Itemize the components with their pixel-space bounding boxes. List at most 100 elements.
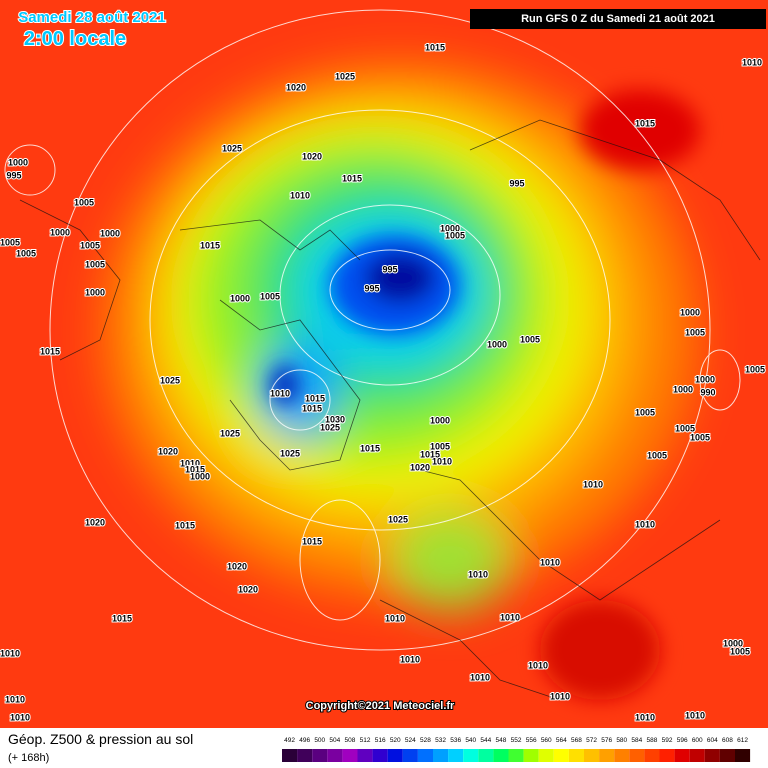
isobar-label: 1010	[550, 691, 570, 701]
isobar-label: 1000	[680, 307, 700, 317]
isobar-label: 1015	[420, 449, 440, 459]
scale-swatch	[674, 749, 690, 762]
scale-swatch	[387, 749, 403, 762]
scale-label: 496	[299, 737, 310, 744]
isobar-label: 1015	[360, 443, 380, 453]
scale-label: 552	[511, 737, 522, 744]
scale-swatch	[297, 749, 313, 762]
isobar-label: 1020	[286, 82, 306, 92]
isobar-label: 1005	[74, 197, 94, 207]
scale-swatch	[372, 749, 388, 762]
isobar-label: 1000	[487, 339, 507, 349]
scale-label: 532	[435, 737, 446, 744]
scale-label: 520	[390, 737, 401, 744]
scale-swatch	[357, 749, 373, 762]
copyright: Copyright©2021 Meteociel.fr	[306, 700, 455, 712]
isobar-label: 1000	[230, 293, 250, 303]
isobar-label: 995	[509, 178, 524, 188]
scale-label: 512	[360, 737, 371, 744]
scale-swatch	[584, 749, 600, 762]
isobar-label: 1005	[430, 441, 450, 451]
isobar-label: 995	[6, 170, 21, 180]
isobar-label: 1015	[200, 240, 220, 250]
isobar-label: 1010	[290, 190, 310, 200]
isobar-label: 1010	[742, 57, 762, 67]
scale-label: 568	[571, 737, 582, 744]
isobar-label: 1010	[0, 648, 20, 658]
isobar-label: 990	[700, 387, 715, 397]
isobar-label: 1010	[470, 672, 490, 682]
date: Samedi 28 août 2021	[18, 9, 166, 26]
isobar-label: 1015	[635, 118, 655, 128]
isobar-label: 1015	[40, 346, 60, 356]
isobar-label: 1005	[260, 291, 280, 301]
scale-swatch	[719, 749, 735, 762]
isobar-label: 1000	[723, 638, 743, 648]
scale-label: 592	[662, 737, 673, 744]
scale-swatch	[538, 749, 554, 762]
scale-swatch	[312, 749, 328, 762]
isobar-label: 1005	[635, 407, 655, 417]
scale-swatch	[433, 749, 449, 762]
isobar-label: 1025	[320, 422, 340, 432]
scale-swatch	[342, 749, 358, 762]
isobar-label: 1025	[160, 375, 180, 385]
scale-label: 608	[722, 737, 733, 744]
scale-label: 580	[616, 737, 627, 744]
scale-swatch	[493, 749, 509, 762]
isobar-label: 1010	[685, 710, 705, 720]
isobar-labels: 1015 1025 1020 1010 1015 1025 1020 1000 995 1015 9…	[0, 41, 766, 723]
scale-swatch	[327, 749, 343, 762]
isobar-label: 1000	[695, 374, 715, 384]
isobar-label: 1010	[270, 388, 290, 398]
scale-swatch	[704, 749, 720, 762]
isobar-label: 1020	[85, 517, 105, 527]
scale-swatch	[568, 749, 584, 762]
isobar-label: 1005	[80, 240, 100, 250]
scale-swatch	[599, 749, 615, 762]
scale-label: 596	[677, 737, 688, 744]
scale-label: 584	[631, 737, 642, 744]
isobar-label: 1000	[440, 223, 460, 233]
scale-label: 504	[329, 737, 340, 744]
scale-swatch	[448, 749, 464, 762]
run-box	[470, 9, 766, 29]
isobar-label: 1005	[0, 237, 20, 247]
isobar-label: 1010	[10, 712, 30, 722]
isobar-label: 1005	[647, 450, 667, 460]
scale-label: 540	[465, 737, 476, 744]
isobar-label: 1025	[388, 514, 408, 524]
scale-swatch	[478, 749, 494, 762]
legend-lead: (+ 168h)	[8, 752, 49, 764]
isobar-label: 1010	[635, 712, 655, 722]
isobar-label: 1000	[673, 384, 693, 394]
isobar-label: 1010	[583, 479, 603, 489]
scale-swatch	[689, 749, 705, 762]
isobar-label: 1015	[112, 613, 132, 623]
isobar-label: 1025	[222, 143, 242, 153]
isobar-label: 1010	[5, 694, 25, 704]
run-info: Run GFS 0 Z du Samedi 21 août 2021	[521, 13, 715, 25]
scale-label: 612	[737, 737, 748, 744]
isobar-label: 1015	[425, 42, 445, 52]
isobar-label: 1010	[385, 613, 405, 623]
scale-swatch	[417, 749, 433, 762]
scale-label: 560	[541, 737, 552, 744]
scale-swatch	[659, 749, 675, 762]
isobar-label: 1015	[185, 464, 205, 474]
scale-label: 548	[496, 737, 507, 744]
isobar-label: 1020	[238, 584, 258, 594]
scale-swatch	[463, 749, 479, 762]
scale-label: 536	[450, 737, 461, 744]
scale-label: 524	[405, 737, 416, 744]
isobar-label: 1005	[690, 432, 710, 442]
isobar-label: 1025	[280, 448, 300, 458]
scale-swatch	[629, 749, 645, 762]
isobar-label: 1005	[520, 334, 540, 344]
isobar-label: 995	[382, 264, 397, 274]
scale-swatch	[402, 749, 418, 762]
isobar-label: 1005	[675, 423, 695, 433]
isobar-label: 1020	[410, 462, 430, 472]
scale-swatch	[735, 749, 751, 762]
